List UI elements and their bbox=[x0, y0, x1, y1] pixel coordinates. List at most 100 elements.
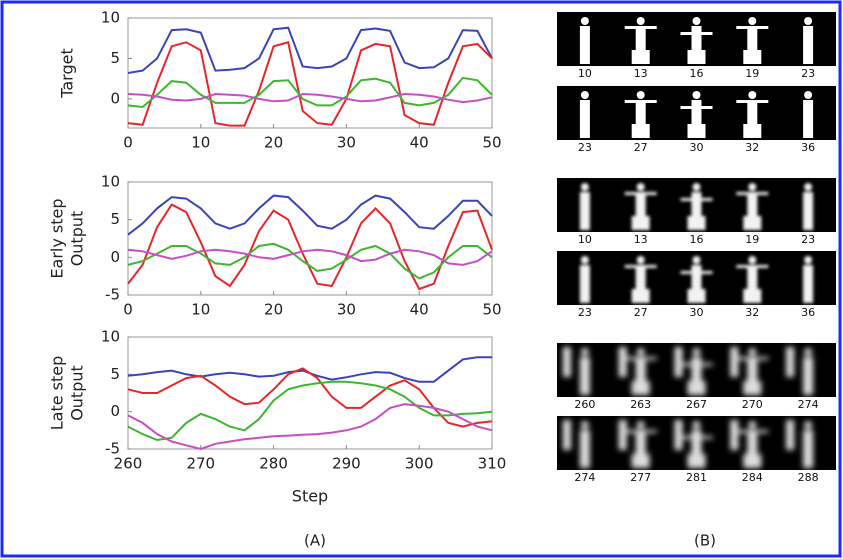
y-axis-label: Output bbox=[68, 211, 87, 267]
silhouettes bbox=[562, 347, 814, 395]
frame-label: 23 bbox=[801, 67, 815, 80]
x-axis-label: Step bbox=[292, 487, 328, 506]
head bbox=[748, 256, 757, 264]
x-tick-label: 20 bbox=[264, 134, 283, 152]
frame-label: 16 bbox=[690, 67, 704, 80]
head bbox=[580, 91, 589, 99]
frame-label: 267 bbox=[686, 398, 707, 411]
frame-label: 30 bbox=[690, 141, 704, 154]
series-line bbox=[127, 76, 493, 109]
x-tick-label: 0 bbox=[123, 301, 133, 319]
legs bbox=[631, 50, 650, 64]
series-line bbox=[127, 248, 493, 266]
y-axis-label: Target bbox=[58, 48, 77, 99]
caption: (A) bbox=[304, 532, 326, 550]
body bbox=[635, 265, 646, 303]
arms bbox=[624, 430, 657, 433]
head bbox=[748, 421, 757, 429]
series-line bbox=[127, 367, 493, 428]
plot-area bbox=[127, 17, 493, 129]
head bbox=[748, 17, 757, 25]
frame-label: 32 bbox=[745, 306, 759, 319]
y-tick-label: 0 bbox=[110, 89, 120, 107]
body bbox=[747, 430, 758, 468]
frame-label: 10 bbox=[578, 67, 592, 80]
frame-label: 36 bbox=[801, 306, 815, 319]
frame-label: 260 bbox=[574, 398, 595, 411]
legs bbox=[687, 216, 706, 230]
x-tick-label: 270 bbox=[186, 455, 215, 473]
y-tick-label: 0 bbox=[110, 248, 120, 266]
legs bbox=[743, 124, 762, 138]
body bbox=[803, 100, 814, 138]
frame-label: 30 bbox=[690, 306, 704, 319]
series-line bbox=[127, 203, 493, 291]
legs bbox=[631, 124, 650, 138]
arms bbox=[624, 192, 657, 195]
body bbox=[691, 357, 702, 395]
y-tick-label: 10 bbox=[101, 9, 120, 27]
arms bbox=[680, 363, 713, 366]
background-blob bbox=[618, 420, 627, 450]
legs bbox=[743, 50, 762, 64]
arms bbox=[680, 436, 713, 439]
head bbox=[748, 348, 757, 356]
head bbox=[692, 17, 701, 25]
body bbox=[747, 100, 758, 138]
frame-label: 270 bbox=[742, 398, 763, 411]
body bbox=[579, 357, 590, 395]
frame-label: 19 bbox=[745, 67, 759, 80]
head bbox=[692, 91, 701, 99]
legs bbox=[743, 216, 762, 230]
head bbox=[580, 421, 589, 429]
background-blob bbox=[618, 347, 627, 377]
body bbox=[635, 192, 646, 230]
body bbox=[579, 100, 590, 138]
arms bbox=[736, 26, 769, 29]
body bbox=[747, 26, 758, 64]
legs bbox=[631, 454, 650, 468]
silhouettes bbox=[579, 91, 814, 138]
frame-label: 288 bbox=[798, 471, 819, 484]
head bbox=[580, 256, 589, 264]
x-tick-label: 50 bbox=[482, 301, 501, 319]
x-tick-label: 30 bbox=[337, 134, 356, 152]
head bbox=[804, 17, 813, 25]
body bbox=[635, 357, 646, 395]
arms bbox=[680, 198, 713, 201]
head bbox=[636, 183, 645, 191]
head bbox=[748, 183, 757, 191]
y-tick-label: 10 bbox=[101, 328, 120, 346]
body bbox=[691, 430, 702, 468]
series-line bbox=[127, 26, 493, 74]
y-tick-label: 10 bbox=[101, 173, 120, 191]
plot-area bbox=[127, 336, 493, 450]
head bbox=[692, 421, 701, 429]
head bbox=[804, 348, 813, 356]
legs bbox=[743, 454, 762, 468]
silhouettes bbox=[579, 183, 814, 230]
legs bbox=[687, 124, 706, 138]
background-blob bbox=[674, 420, 683, 450]
body bbox=[691, 265, 702, 303]
legs bbox=[687, 454, 706, 468]
body bbox=[635, 430, 646, 468]
caption: (B) bbox=[694, 532, 716, 550]
body bbox=[747, 357, 758, 395]
head bbox=[636, 17, 645, 25]
silhouettes bbox=[562, 420, 814, 468]
frame-label: 10 bbox=[578, 233, 592, 246]
legs bbox=[687, 289, 706, 303]
frame-label: 284 bbox=[742, 471, 763, 484]
body bbox=[579, 265, 590, 303]
x-tick-label: 50 bbox=[482, 134, 501, 152]
y-tick-label: -5 bbox=[105, 286, 120, 304]
frame-label: 36 bbox=[801, 141, 815, 154]
x-tick-label: 40 bbox=[410, 134, 429, 152]
x-tick-label: 10 bbox=[191, 134, 210, 152]
head bbox=[804, 421, 813, 429]
legs bbox=[631, 381, 650, 395]
background-blob bbox=[730, 347, 739, 377]
arms bbox=[624, 265, 657, 268]
head bbox=[804, 256, 813, 264]
